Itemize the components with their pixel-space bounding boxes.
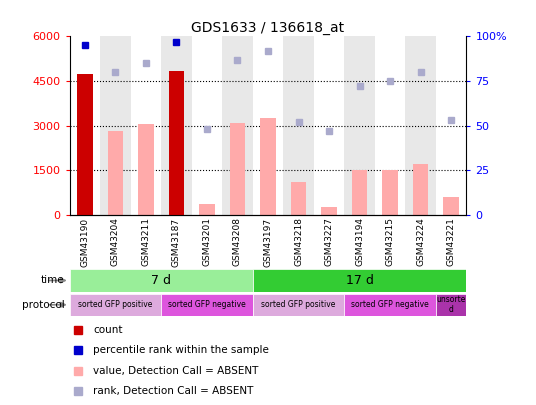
- Bar: [253, 36, 283, 215]
- Text: rank, Detection Call = ABSENT: rank, Detection Call = ABSENT: [93, 386, 254, 396]
- Bar: [70, 294, 161, 316]
- Bar: [253, 294, 344, 316]
- Title: GDS1633 / 136618_at: GDS1633 / 136618_at: [191, 21, 345, 35]
- Bar: [222, 36, 253, 215]
- Bar: [436, 294, 466, 316]
- Bar: [436, 36, 466, 215]
- Text: percentile rank within the sample: percentile rank within the sample: [93, 345, 270, 355]
- Bar: [344, 36, 375, 215]
- Bar: [108, 132, 123, 215]
- Bar: [344, 294, 436, 316]
- Text: sorted GFP positive: sorted GFP positive: [78, 300, 153, 309]
- Bar: [375, 36, 405, 215]
- Bar: [70, 269, 253, 292]
- Text: sorted GFP negative: sorted GFP negative: [168, 300, 246, 309]
- Bar: [253, 269, 466, 292]
- Bar: [405, 36, 436, 215]
- Bar: [382, 170, 398, 215]
- Bar: [161, 36, 192, 215]
- Bar: [138, 124, 154, 215]
- Text: unsorte
d: unsorte d: [436, 295, 466, 314]
- Bar: [192, 36, 222, 215]
- Text: time: time: [41, 275, 64, 286]
- Bar: [291, 182, 306, 215]
- Bar: [230, 123, 245, 215]
- Text: 17 d: 17 d: [346, 274, 374, 287]
- Bar: [413, 164, 428, 215]
- Bar: [322, 207, 337, 215]
- Bar: [314, 36, 344, 215]
- Bar: [70, 36, 100, 215]
- Bar: [443, 197, 459, 215]
- Bar: [161, 294, 253, 316]
- Text: sorted GFP positive: sorted GFP positive: [262, 300, 336, 309]
- Text: protocol: protocol: [21, 300, 64, 310]
- Bar: [199, 204, 214, 215]
- Bar: [77, 74, 93, 215]
- Text: count: count: [93, 325, 123, 335]
- Bar: [169, 70, 184, 215]
- Text: 7 d: 7 d: [151, 274, 171, 287]
- Bar: [352, 170, 367, 215]
- Text: sorted GFP negative: sorted GFP negative: [351, 300, 429, 309]
- Bar: [260, 118, 276, 215]
- Bar: [131, 36, 161, 215]
- Bar: [283, 36, 314, 215]
- Text: value, Detection Call = ABSENT: value, Detection Call = ABSENT: [93, 366, 259, 375]
- Bar: [100, 36, 131, 215]
